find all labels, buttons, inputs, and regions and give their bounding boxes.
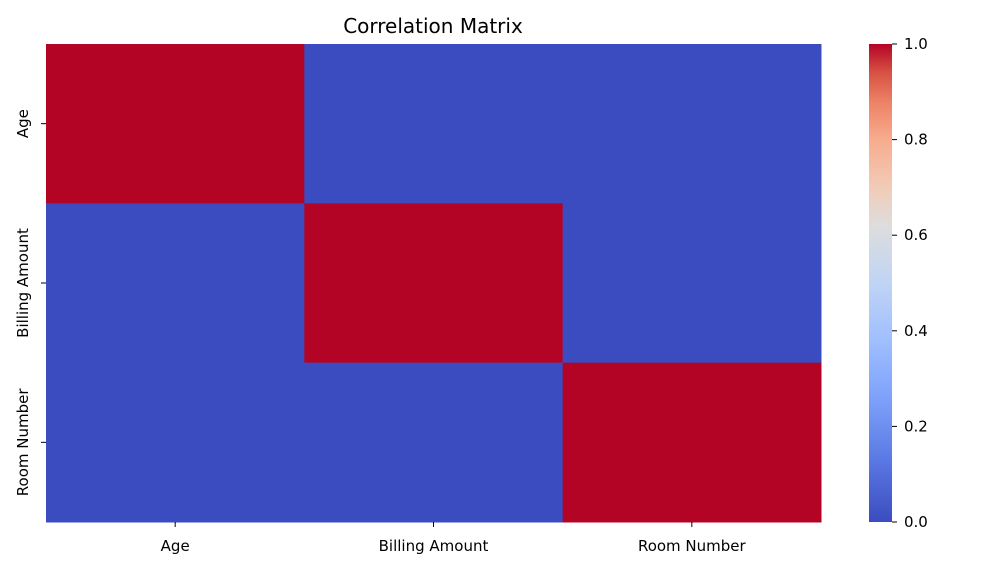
colorbar-tick-label: 0.2 xyxy=(904,417,928,435)
colorbar-tick-label: 0.6 xyxy=(904,226,928,244)
x-tick-label: Room Number xyxy=(638,537,747,555)
heatmap-cell xyxy=(46,362,305,523)
colorbar-tick-label: 0.4 xyxy=(904,322,928,340)
chart-title: Correlation Matrix xyxy=(343,14,523,38)
colorbar-axis: 0.0 0.2 0.4 0.6 0.8 1.0 xyxy=(892,35,928,531)
heatmap-cell xyxy=(562,44,822,204)
heatmap-cell xyxy=(562,362,822,523)
x-tick-label: Age xyxy=(161,537,190,555)
heatmap-cell xyxy=(46,203,305,364)
colorbar-tick-label: 1.0 xyxy=(904,35,928,53)
y-tick-label: Room Number xyxy=(14,388,32,497)
y-tick-label: Age xyxy=(14,109,32,138)
y-tick-label: Billing Amount xyxy=(14,228,32,338)
heatmap-cell xyxy=(304,44,564,204)
heatmap-cells xyxy=(46,44,822,523)
heatmap-cell xyxy=(304,203,564,364)
heatmap-cell xyxy=(304,362,564,523)
x-tick-label: Billing Amount xyxy=(379,537,489,555)
colorbar-tick-label: 0.0 xyxy=(904,513,928,531)
colorbar xyxy=(869,44,892,522)
heatmap-cell xyxy=(562,203,822,364)
heatmap-cell xyxy=(46,44,305,204)
y-axis: Age Billing Amount Room Number xyxy=(14,109,46,496)
x-axis: Age Billing Amount Room Number xyxy=(161,522,747,555)
colorbar-tick-label: 0.8 xyxy=(904,131,928,149)
